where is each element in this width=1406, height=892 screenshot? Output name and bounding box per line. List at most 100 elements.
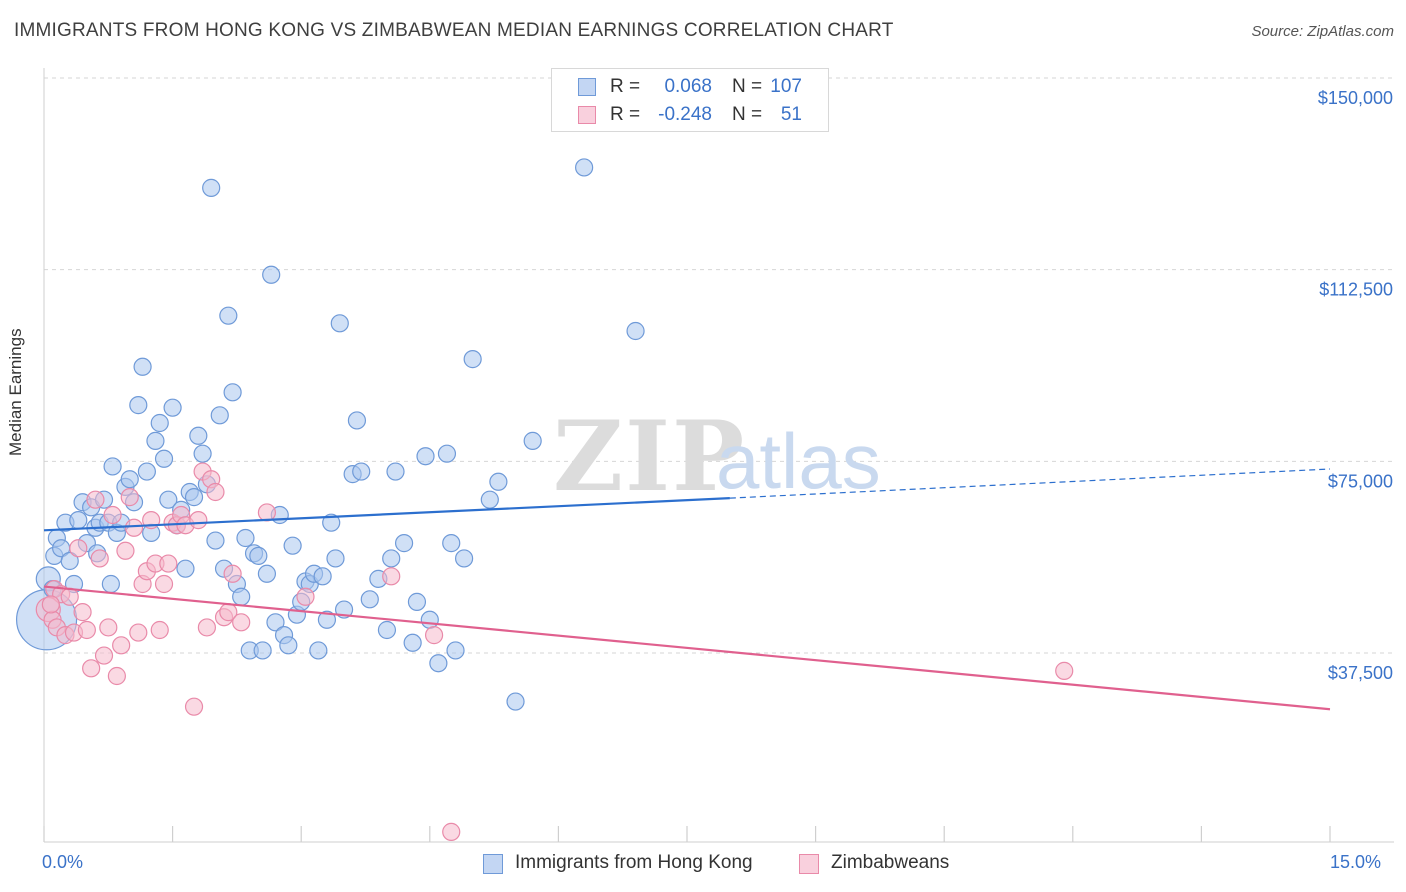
zw-data-point xyxy=(90,549,109,568)
hk-data-point xyxy=(232,587,251,606)
hk-data-point xyxy=(330,314,349,333)
chart-title: IMMIGRANTS FROM HONG KONG VS ZIMBABWEAN … xyxy=(14,20,894,41)
hk-data-point xyxy=(184,488,204,507)
hk-data-point xyxy=(60,551,79,571)
hk-data-point xyxy=(437,444,457,463)
hk-data-point xyxy=(489,472,508,491)
legend-r-label: R = xyxy=(610,104,641,125)
bottom-legend-swatch-zimbabweans xyxy=(799,854,819,874)
zw-data-point xyxy=(94,646,114,665)
zw-data-point xyxy=(382,567,401,586)
zw-data-point xyxy=(82,659,101,678)
zw-trend-line xyxy=(43,585,1331,711)
hk-data-point xyxy=(347,411,367,430)
hk-data-point xyxy=(206,531,225,550)
zw-data-point xyxy=(184,697,204,716)
zw-data-point xyxy=(159,554,178,573)
legend-row-hong-kong: R = 0.068 N = 107 xyxy=(552,73,828,99)
zw-data-point xyxy=(73,603,92,622)
hk-data-point xyxy=(101,574,120,594)
hk-data-point xyxy=(407,592,427,611)
hk-data-point xyxy=(283,536,302,555)
hk-data-point xyxy=(403,633,422,652)
zw-data-point xyxy=(41,595,60,614)
hk-data-point xyxy=(309,641,328,660)
y-tick-label: $37,500 xyxy=(1328,663,1393,683)
hk-data-point xyxy=(236,528,255,548)
hk-data-point xyxy=(146,431,165,450)
hk-data-point xyxy=(189,426,208,445)
watermark-zip: ZIP xyxy=(553,400,746,513)
hk-data-point xyxy=(103,457,122,476)
zw-data-point xyxy=(124,518,144,537)
legend-r-label: R = xyxy=(610,76,641,97)
zw-data-point xyxy=(69,539,88,558)
legend-n-label: N = xyxy=(732,76,763,97)
hk-data-point xyxy=(210,406,229,425)
legend-r-value: -0.248 xyxy=(658,104,712,125)
hk-data-point xyxy=(463,350,482,369)
hk-data-point xyxy=(176,559,195,578)
hk-data-point xyxy=(326,549,345,568)
hk-data-point xyxy=(159,490,178,509)
hk-data-point xyxy=(382,549,401,568)
zw-data-point xyxy=(120,488,139,507)
y-tick-label: $75,000 xyxy=(1328,471,1393,491)
zw-data-point xyxy=(107,666,126,686)
zw-data-point xyxy=(86,490,105,509)
hk-data-point xyxy=(193,444,212,463)
zw-data-point xyxy=(154,574,174,594)
hk-data-point xyxy=(322,513,341,532)
hk-data-point xyxy=(317,610,337,629)
hk-data-point xyxy=(137,462,156,481)
hk-data-point xyxy=(223,383,242,402)
hk-data-point xyxy=(253,641,272,660)
hk-data-point xyxy=(202,178,221,197)
legend-n-value: 51 xyxy=(780,104,802,125)
hk-trend-line xyxy=(43,497,730,532)
hk-data-point xyxy=(454,549,474,568)
hk-data-point xyxy=(429,654,448,673)
y-tick-label: $150,000 xyxy=(1318,88,1393,108)
zw-data-point xyxy=(112,636,131,655)
legend-r-value: 0.068 xyxy=(664,76,712,97)
legend-swatch-hong-kong xyxy=(578,78,596,96)
zw-data-point xyxy=(197,618,216,637)
zw-data-point xyxy=(424,626,444,645)
hk-data-point xyxy=(150,413,169,433)
legend-swatch-zimbabweans xyxy=(578,106,596,124)
hk-data-point xyxy=(442,534,461,553)
hk-data-point xyxy=(416,447,435,466)
hk-data-point xyxy=(262,265,281,284)
zw-data-point xyxy=(150,620,169,640)
legend-n-value: 107 xyxy=(770,76,802,97)
hk-data-point xyxy=(313,567,332,586)
bottom-legend-label-zimbabweans: Zimbabweans xyxy=(831,852,950,873)
hk-trend-line-extension xyxy=(729,468,1331,499)
bottom-legend-swatch-hong-kong xyxy=(483,854,503,874)
hk-data-point xyxy=(626,321,645,341)
hk-data-point xyxy=(154,449,174,468)
zw-data-point xyxy=(77,620,96,640)
hk-data-point xyxy=(480,490,499,509)
hk-data-point xyxy=(446,641,465,660)
hk-data-point xyxy=(219,306,238,325)
hk-data-point xyxy=(163,398,182,417)
zw-data-point xyxy=(223,564,242,583)
hk-data-point xyxy=(120,470,139,489)
hk-data-point xyxy=(249,546,268,565)
zw-data-point xyxy=(129,623,148,642)
zw-data-point xyxy=(442,822,461,841)
hk-data-point xyxy=(386,462,405,481)
zw-data-point xyxy=(206,482,225,502)
legend-n-label: N = xyxy=(732,104,763,125)
bottom-legend-label-hong-kong: Immigrants from Hong Kong xyxy=(515,852,753,873)
hk-data-point xyxy=(352,462,371,481)
hk-data-point xyxy=(394,534,414,553)
zw-data-point xyxy=(60,587,79,606)
zw-data-point xyxy=(232,613,251,632)
legend-row-zimbabweans: R = -0.248 N = 51 xyxy=(552,101,828,127)
hk-data-point xyxy=(377,620,397,640)
hk-data-point xyxy=(506,692,525,711)
zw-data-point xyxy=(103,505,122,525)
